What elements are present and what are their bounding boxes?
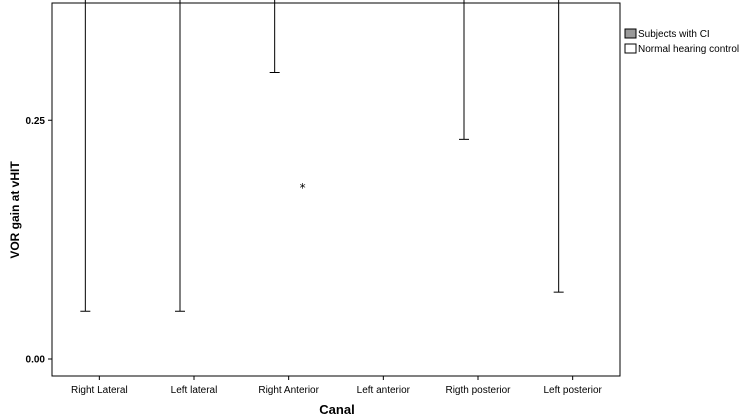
box-ci bbox=[269, 0, 280, 73]
plot-area bbox=[51, 2, 621, 377]
x-tick-label: Rigth posterior bbox=[445, 385, 511, 396]
legend-swatch bbox=[624, 28, 637, 39]
box-ci bbox=[80, 0, 91, 312]
box-ci bbox=[553, 0, 564, 293]
x-axis-title: Canal bbox=[319, 402, 354, 417]
legend: Subjects with CI Normal hearing controls bbox=[624, 28, 739, 55]
box-ci bbox=[459, 0, 469, 140]
extreme-point: * bbox=[300, 181, 306, 195]
y-tick-label: 0.00 bbox=[26, 355, 46, 366]
legend-label: Normal hearing controls bbox=[638, 44, 739, 55]
box-ci bbox=[175, 0, 185, 312]
x-tick-label: Left anterior bbox=[357, 385, 411, 396]
legend-swatch bbox=[624, 43, 637, 54]
x-axis: Right Lateral Left lateral Right Anterior L… bbox=[71, 376, 603, 396]
x-tick-label: Right Lateral bbox=[71, 385, 128, 396]
legend-label: Subjects with CI bbox=[638, 29, 710, 40]
x-tick-label: Right Anterior bbox=[258, 385, 319, 396]
y-axis: 0.000.250.500.751.001.25 bbox=[26, 116, 52, 366]
boxes-layer: * bbox=[80, 0, 564, 312]
x-tick-label: Left posterior bbox=[543, 385, 602, 396]
y-axis-title: VOR gain at vHIT bbox=[8, 161, 22, 259]
box-control: * bbox=[300, 181, 306, 195]
x-tick-label: Left lateral bbox=[171, 385, 218, 396]
y-tick-label: 0.25 bbox=[26, 116, 46, 127]
